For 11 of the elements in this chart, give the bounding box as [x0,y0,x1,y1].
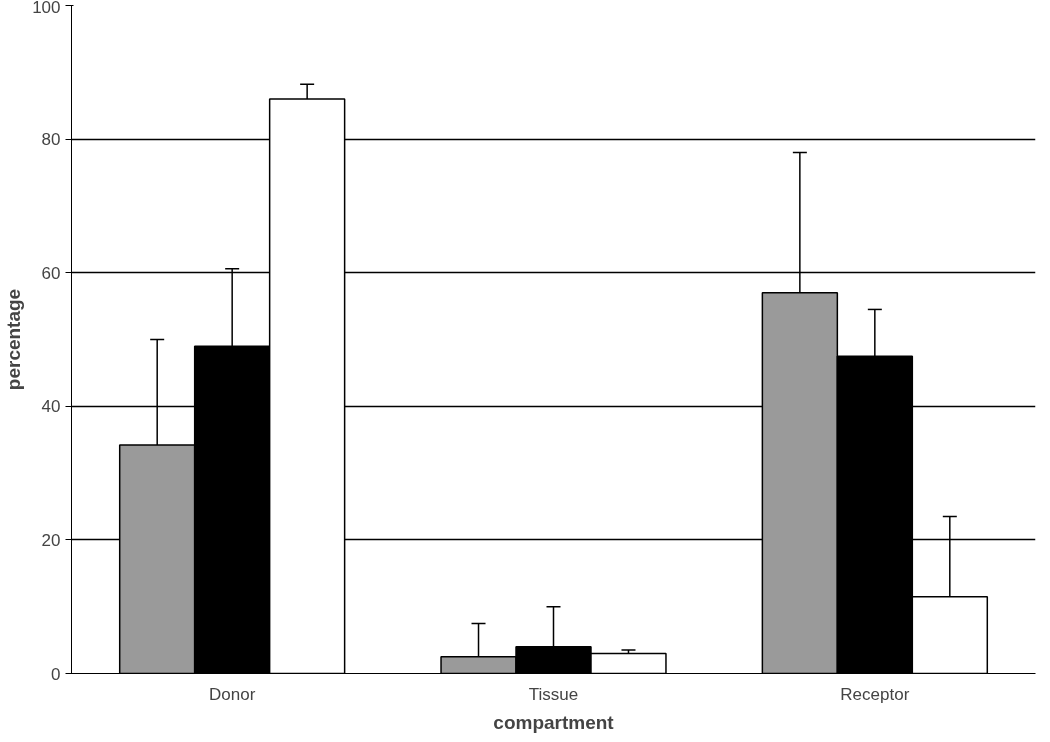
y-tick-label: 40 [41,397,61,417]
x-axis-title: compartment [493,711,615,733]
y-tick-label: 0 [51,664,61,684]
y-tick-label: 60 [41,263,61,283]
y-tick-label: 80 [41,130,61,150]
x-tick-label: Donor [209,684,256,704]
y-tick-label: 20 [41,530,61,550]
x-tick-label: Tissue [528,684,579,704]
y-tick-label: 100 [32,0,61,17]
x-tick-label: Receptor [840,684,910,704]
y-axis-title: percentage [3,288,25,391]
